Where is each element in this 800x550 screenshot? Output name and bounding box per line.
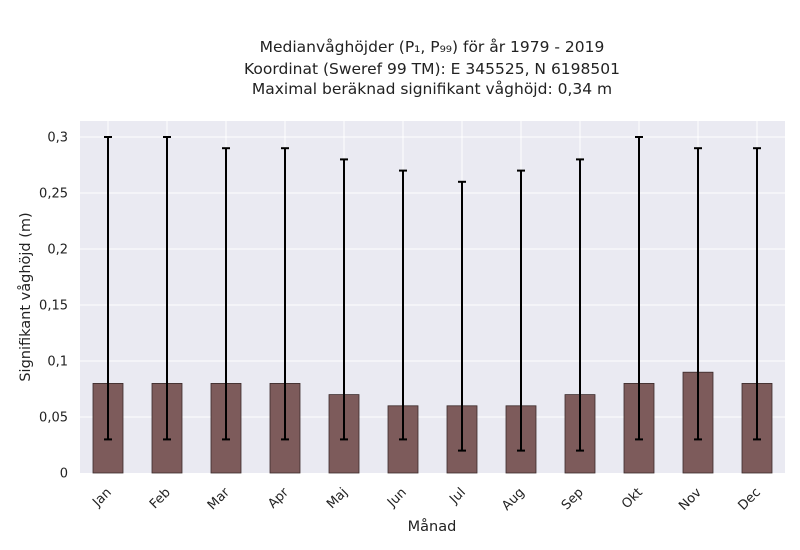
error-bar <box>281 147 289 441</box>
x-tick-label: Maj <box>324 485 351 512</box>
error-bar <box>694 147 702 441</box>
error-bar <box>399 169 407 441</box>
error-bar <box>635 136 643 441</box>
x-axis-ticks: Jan Feb Mar Apr Maj Jun Jul Aug Sep Okt Nov Dec <box>89 485 763 514</box>
title-line-1: Medianvåghöjder (P₁, P₉₉) för år 1979 - … <box>260 38 605 56</box>
x-tick-label: Nov <box>676 485 705 514</box>
plot-area <box>80 121 785 473</box>
x-tick-label: Jan <box>89 485 114 510</box>
y-tick-label: 0,1 <box>47 355 68 370</box>
x-tick-label: Jun <box>384 485 410 511</box>
x-tick-label: Feb <box>147 485 174 512</box>
x-axis-label: Månad <box>408 518 457 535</box>
title-line-2: Koordinat (Sweref 99 TM): E 345525, N 61… <box>244 60 620 78</box>
x-tick-label: Dec <box>735 485 763 513</box>
error-bar <box>104 136 112 441</box>
x-tick-label: Okt <box>619 485 646 512</box>
y-tick-label: 0,15 <box>39 299 68 314</box>
error-bar <box>517 169 525 452</box>
error-bar <box>340 158 348 441</box>
error-bar <box>576 158 584 452</box>
y-tick-label: 0,3 <box>47 131 68 146</box>
y-axis-label: Signifikant våghöjd (m) <box>17 212 34 381</box>
error-bar <box>163 136 171 441</box>
error-bar <box>222 147 230 441</box>
chart-title: Medianvåghöjder (P₁, P₉₉) för år 1979 - … <box>244 38 620 98</box>
y-tick-label: 0,2 <box>47 243 68 258</box>
title-line-3: Maximal beräknad signifikant våghöjd: 0,… <box>252 80 612 98</box>
y-tick-label: 0,05 <box>39 411 68 426</box>
error-bar <box>458 180 466 452</box>
y-axis-ticks: 0 0,05 0,1 0,15 0,2 0,25 0,3 <box>39 131 68 482</box>
x-tick-label: Aug <box>499 485 528 514</box>
x-tick-label: Mar <box>205 485 233 513</box>
x-tick-label: Sep <box>559 485 587 513</box>
error-bar <box>753 147 761 441</box>
error-bars <box>104 136 761 452</box>
y-tick-label: 0 <box>60 467 68 482</box>
x-tick-label: Apr <box>265 485 292 512</box>
x-tick-label: Jul <box>446 485 468 507</box>
y-tick-label: 0,25 <box>39 187 68 202</box>
